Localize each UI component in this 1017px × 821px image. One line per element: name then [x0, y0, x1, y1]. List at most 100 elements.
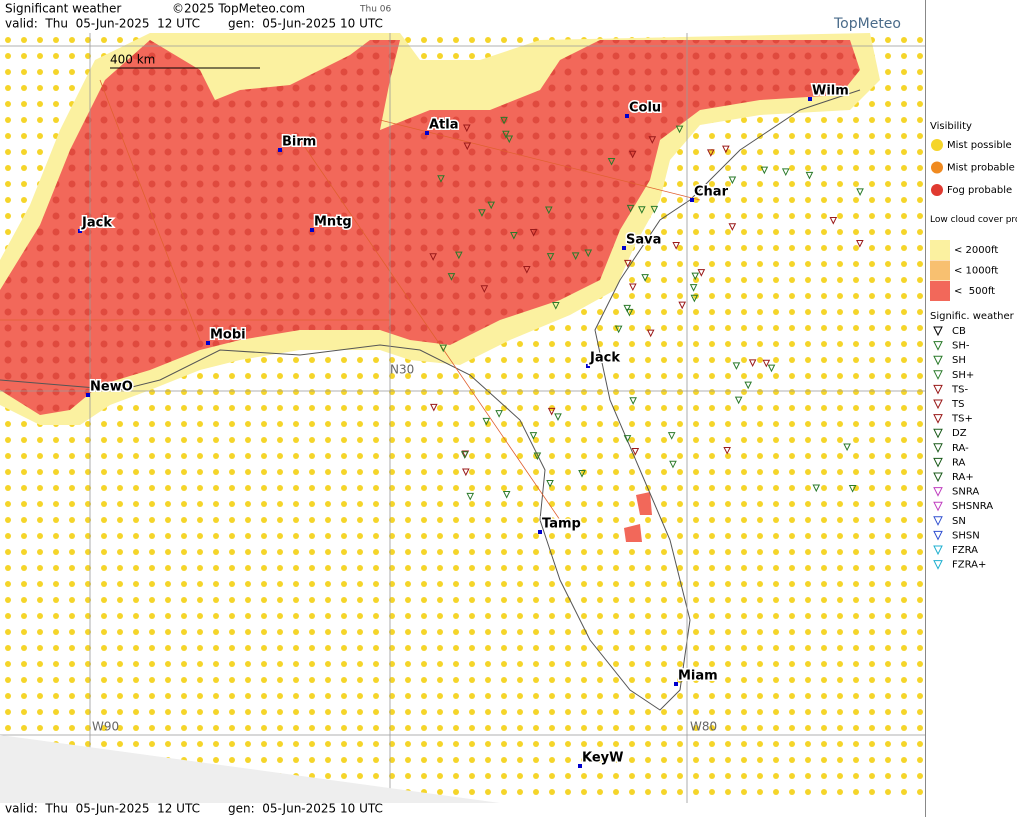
legend-symbol — [933, 560, 943, 570]
city-marker — [538, 530, 542, 534]
city-label: KeyW — [582, 751, 623, 766]
legend-item: TS — [951, 399, 964, 410]
weather-symbol — [667, 432, 676, 440]
logo: TopMeteo — [833, 16, 901, 32]
legend-symbol — [933, 428, 943, 439]
legend-symbol — [933, 399, 943, 410]
legend-symbol — [933, 487, 943, 497]
weather-symbol — [648, 136, 657, 144]
weather-symbol — [607, 157, 616, 166]
weather-symbol — [455, 251, 463, 260]
weather-symbol — [641, 274, 649, 282]
weather-symbol — [505, 135, 514, 144]
legend-item: TS- — [951, 384, 968, 395]
weather-symbol — [584, 249, 593, 258]
weather-symbol — [502, 491, 511, 499]
city-label: Atla — [429, 118, 459, 133]
fog-area — [0, 40, 860, 415]
weather-symbol — [500, 116, 508, 125]
weather-symbol — [551, 302, 560, 310]
weather-symbol — [650, 205, 659, 214]
legend-symbol — [933, 370, 943, 380]
weather-symbol — [487, 201, 496, 210]
legend-symbol — [933, 341, 943, 351]
weather-symbol — [629, 283, 637, 292]
weather-symbol — [439, 344, 448, 353]
city-label: Mntg — [314, 215, 352, 230]
city-label: Sava — [626, 233, 661, 248]
legend-item: CB — [952, 326, 966, 337]
city-marker — [86, 393, 90, 397]
weather-symbol — [723, 446, 731, 455]
weather-symbol — [623, 304, 632, 313]
weather-symbol — [856, 239, 864, 248]
weather-symbol — [689, 284, 698, 292]
no-data — [0, 735, 500, 803]
day: Thu 06 — [359, 5, 391, 15]
legend-item: Mist probable — [947, 163, 1015, 174]
grid-label: W90 — [92, 720, 119, 734]
legend-swatch — [930, 240, 950, 260]
legend-swatch — [931, 139, 943, 151]
weather-symbol — [510, 232, 518, 240]
weather-symbol — [480, 285, 489, 293]
legend-title: Low cloud cover probable — [930, 215, 1017, 225]
legend-symbol — [933, 355, 943, 366]
legend-item: SH — [952, 355, 966, 366]
weather-symbol — [781, 168, 790, 177]
city-label: Birm — [282, 135, 316, 150]
weather-symbol — [554, 413, 562, 421]
weather-symbol — [678, 301, 686, 310]
weather-symbol — [625, 308, 634, 317]
weather-symbol — [762, 359, 771, 368]
city-label: Jack — [81, 216, 112, 231]
legend-item: TS+ — [951, 414, 973, 425]
city-marker — [578, 764, 582, 768]
scale-label: 400 km — [110, 53, 155, 67]
legend-symbol — [933, 414, 943, 424]
legend-item: RA — [952, 457, 966, 468]
weather-symbol — [734, 396, 743, 405]
legend-item: SH- — [952, 341, 970, 352]
header — [0, 0, 925, 33]
weather-symbol — [856, 188, 864, 196]
legend-item: SN — [952, 516, 966, 527]
weather-symbol — [429, 253, 437, 261]
legend-item: Fog probable — [947, 185, 1012, 196]
footer-valid: valid: Thu 05-Jun-2025 12 UTC — [5, 802, 200, 816]
weather-symbol — [722, 145, 730, 154]
weather-symbol — [529, 432, 538, 440]
weather-symbol — [843, 443, 851, 452]
legend-item: RA- — [952, 443, 969, 454]
weather-symbol — [546, 253, 555, 261]
city-marker — [690, 198, 694, 202]
legend-symbol — [933, 443, 943, 453]
weather-symbol — [690, 294, 699, 303]
weather-symbol — [631, 447, 640, 456]
weather-symbol — [478, 209, 486, 217]
weather-symbol — [732, 362, 741, 370]
legend-symbol — [933, 501, 943, 512]
legend-item: SHSNRA — [952, 501, 993, 512]
city-label: Char — [694, 185, 729, 200]
copyright: ©2025 TopMeteo.com — [172, 2, 305, 16]
title: Significant weather — [5, 2, 121, 16]
grid-label: N30 — [390, 363, 414, 377]
weather-symbol — [495, 410, 503, 418]
weather-symbol — [706, 149, 715, 157]
weather-symbol — [546, 479, 554, 488]
legend-swatch — [930, 260, 950, 281]
city-label: Miam — [678, 669, 718, 684]
valid: valid: Thu 05-Jun-2025 12 UTC — [5, 17, 200, 31]
weather-symbol — [429, 403, 438, 412]
roads — [0, 79, 701, 521]
legend-symbol — [933, 545, 943, 556]
grid — [0, 33, 925, 803]
city-marker — [206, 341, 210, 345]
weather-symbol — [697, 269, 706, 277]
city-label: Colu — [629, 101, 661, 116]
weather-symbol — [578, 470, 586, 478]
city-label: Wilm — [812, 84, 849, 99]
weather-symbol — [672, 242, 680, 250]
city-marker — [425, 131, 429, 135]
